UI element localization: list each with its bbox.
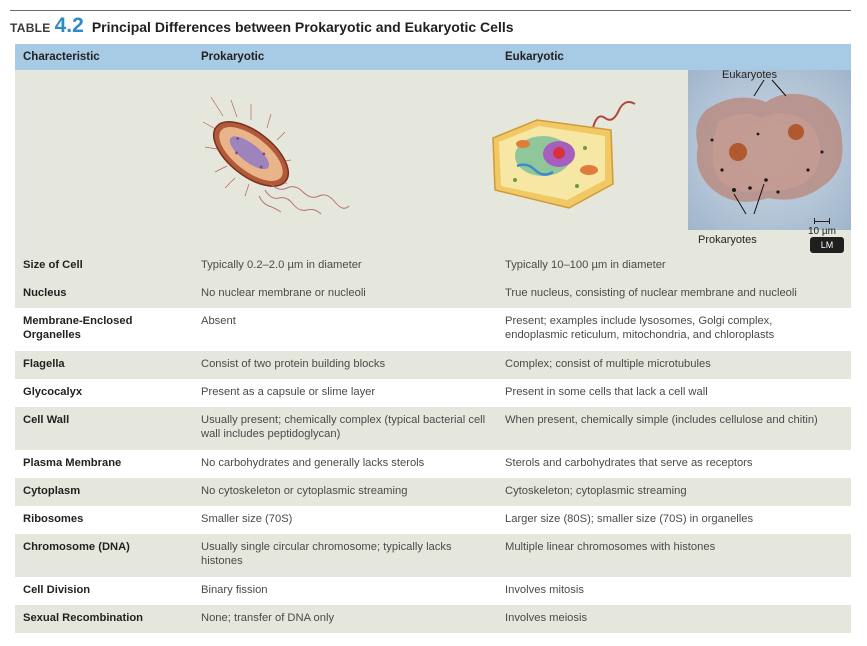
micrograph-image bbox=[688, 70, 851, 230]
cell-prokaryotic: Smaller size (70S) bbox=[201, 513, 293, 525]
cell-eukaryotic: Involves meiosis bbox=[505, 612, 588, 624]
lm-badge: LM bbox=[810, 237, 844, 253]
cell-prokaryotic: Usually single circular chromosome; typi… bbox=[201, 541, 452, 567]
cell-eukaryotic: When present, chemically simple (include… bbox=[505, 414, 818, 426]
cell-characteristic: Cytoplasm bbox=[23, 485, 81, 497]
cell-eukaryotic: Typically 10–100 µm in diameter bbox=[505, 259, 666, 271]
cell-characteristic: Flagella bbox=[23, 358, 65, 370]
cell-eukaryotic: Involves mitosis bbox=[505, 584, 584, 596]
cell-eukaryotic: Present in some cells that lack a cell w… bbox=[505, 386, 708, 398]
table-title-text: Principal Differences between Prokaryoti… bbox=[91, 19, 514, 35]
cell-characteristic: Chromosome (DNA) bbox=[23, 541, 130, 553]
eukaryotic-cell-illustration bbox=[492, 101, 636, 209]
cell-characteristic: Cell Wall bbox=[23, 414, 70, 426]
cell-prokaryotic: No cytoskeleton or cytoplasmic streaming bbox=[201, 485, 408, 497]
micrograph-cells bbox=[696, 79, 843, 215]
cell-characteristic: Membrane-Enclosed Organelles bbox=[23, 315, 133, 341]
cell-prokaryotic: Binary fission bbox=[201, 584, 268, 596]
table-row: Membrane-Enclosed Organelles Absent Pres… bbox=[15, 308, 851, 351]
table-row: Sexual Recombination None; transfer of D… bbox=[15, 605, 851, 633]
table-row: Cytoplasm No cytoskeleton or cytoplasmic… bbox=[15, 478, 851, 506]
cell-characteristic: Glycocalyx bbox=[23, 386, 83, 398]
table-row: Flagella Consist of two protein building… bbox=[15, 351, 851, 379]
table-row: Plasma Membrane No carbohydrates and gen… bbox=[15, 450, 851, 478]
table-row: Cell Wall Usually present; chemically co… bbox=[15, 407, 851, 450]
table-label: TABLE bbox=[10, 21, 51, 35]
table-row: Glycocalyx Present as a capsule or slime… bbox=[15, 379, 851, 407]
cell-prokaryotic: Absent bbox=[201, 315, 236, 327]
cell-characteristic: Sexual Recombination bbox=[23, 612, 143, 624]
cell-prokaryotic: Present as a capsule or slime layer bbox=[201, 386, 376, 398]
cell-prokaryotic: Usually present; chemically complex (typ… bbox=[201, 414, 486, 440]
table-row: Cell Division Binary fission Involves mi… bbox=[15, 577, 851, 605]
header-characteristic: Characteristic bbox=[23, 51, 100, 63]
header-prokaryotic: Prokaryotic bbox=[201, 51, 265, 63]
table-row: Ribosomes Smaller size (70S) Larger size… bbox=[15, 506, 851, 534]
table-number: 4.2 bbox=[54, 14, 84, 37]
cell-eukaryotic: True nucleus, consisting of nuclear memb… bbox=[505, 287, 797, 299]
cell-eukaryotic: Multiple linear chromosomes with histone… bbox=[505, 541, 716, 553]
cell-characteristic: Ribosomes bbox=[23, 513, 84, 525]
cell-prokaryotic: None; transfer of DNA only bbox=[201, 612, 335, 624]
label-eukaryotes: Eukaryotes bbox=[722, 69, 778, 81]
label-prokaryotes: Prokaryotes bbox=[698, 234, 757, 246]
table-header: Characteristic Prokaryotic Eukaryotic bbox=[15, 44, 851, 70]
illustration-row: Eukaryotes Prokaryotes bbox=[15, 69, 851, 297]
cell-prokaryotic: Typically 0.2–2.0 µm in diameter bbox=[201, 259, 362, 271]
cell-characteristic: Size of Cell bbox=[23, 259, 83, 271]
cell-characteristic: Plasma Membrane bbox=[23, 457, 122, 469]
table-row: Chromosome (DNA) Usually single circular… bbox=[15, 534, 851, 577]
scale-label: 10 µm bbox=[808, 226, 836, 237]
cell-prokaryotic: Consist of two protein building blocks bbox=[201, 358, 386, 370]
table-title: TABLE 4.2 Principal Differences between … bbox=[10, 14, 514, 42]
cell-prokaryotic: No carbohydrates and generally lacks ste… bbox=[201, 457, 425, 469]
cell-eukaryotic: Present; examples include lysosomes, Gol… bbox=[505, 315, 775, 341]
cell-characteristic: Cell Division bbox=[23, 584, 91, 596]
header-eukaryotic: Eukaryotic bbox=[505, 51, 564, 63]
table-row: Size of Cell Typically 0.2–2.0 µm in dia… bbox=[15, 252, 851, 280]
cell-prokaryotic: No nuclear membrane or nucleoli bbox=[201, 287, 366, 299]
cell-characteristic: Nucleus bbox=[23, 287, 67, 299]
scale-bar bbox=[814, 218, 830, 224]
cell-eukaryotic: Cytoskeleton; cytoplasmic streaming bbox=[505, 485, 687, 497]
table-row: Nucleus No nuclear membrane or nucleoli … bbox=[15, 280, 851, 308]
cell-eukaryotic: Complex; consist of multiple microtubule… bbox=[505, 358, 711, 370]
cell-eukaryotic: Larger size (80S); smaller size (70S) in… bbox=[505, 513, 754, 525]
cell-eukaryotic: Sterols and carbohydrates that serve as … bbox=[505, 457, 753, 469]
prokaryotic-cell-illustration bbox=[202, 96, 350, 215]
top-rule bbox=[10, 10, 851, 11]
